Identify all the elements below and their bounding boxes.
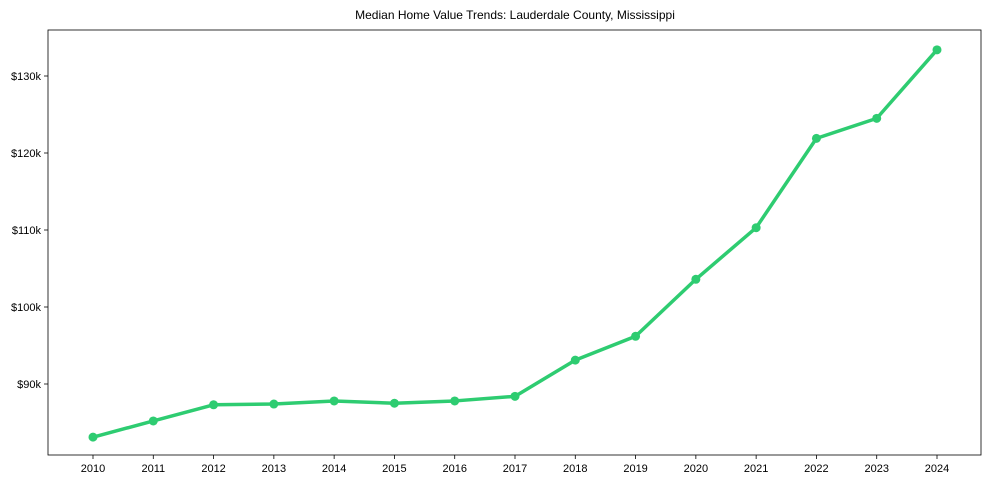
x-tick-label: 2017 [503,463,527,475]
x-tick-label: 2020 [684,463,708,475]
data-point [329,396,339,406]
series-group [88,45,942,442]
x-tick-label: 2022 [804,463,828,475]
data-point [510,391,520,401]
y-tick-label: $130k [11,71,41,83]
data-point [570,355,580,365]
data-point [631,331,641,341]
data-point [691,274,701,284]
x-tick-label: 2023 [864,463,888,475]
x-tick-label: 2015 [382,463,406,475]
x-tick-label: 2016 [442,463,466,475]
data-point [751,223,761,233]
data-point [872,113,882,123]
x-tick-label: 2024 [925,463,949,475]
data-point [811,133,821,143]
data-point [88,432,98,442]
data-point [932,45,942,55]
data-point [269,399,279,409]
x-tick-label: 2010 [81,463,105,475]
y-tick-label: $110k [12,225,42,237]
x-tick-label: 2018 [563,463,587,475]
y-tick-label: $100k [11,302,41,314]
data-point [209,400,219,410]
x-tick-label: 2011 [141,463,165,475]
x-axis: 2010 2011 2012 2013 2014 2015 2016 2017 2018 2019… [81,455,949,475]
chart-title: Median Home Value Trends: Lauderdale Cou… [355,8,675,22]
x-tick-label: 2014 [322,463,346,475]
x-tick-label: 2013 [262,463,286,475]
y-axis: $90k $100k $110k $120k $130k [11,71,48,391]
y-tick-label: $120k [11,148,41,160]
x-tick-label: 2021 [744,463,768,475]
data-point [148,416,158,426]
x-tick-label: 2012 [201,463,225,475]
data-point [450,396,460,406]
x-tick-label: 2019 [623,463,647,475]
y-tick-label: $90k [17,379,41,391]
plot-frame [47,29,982,456]
series-line [92,48,939,439]
data-point [389,398,399,408]
